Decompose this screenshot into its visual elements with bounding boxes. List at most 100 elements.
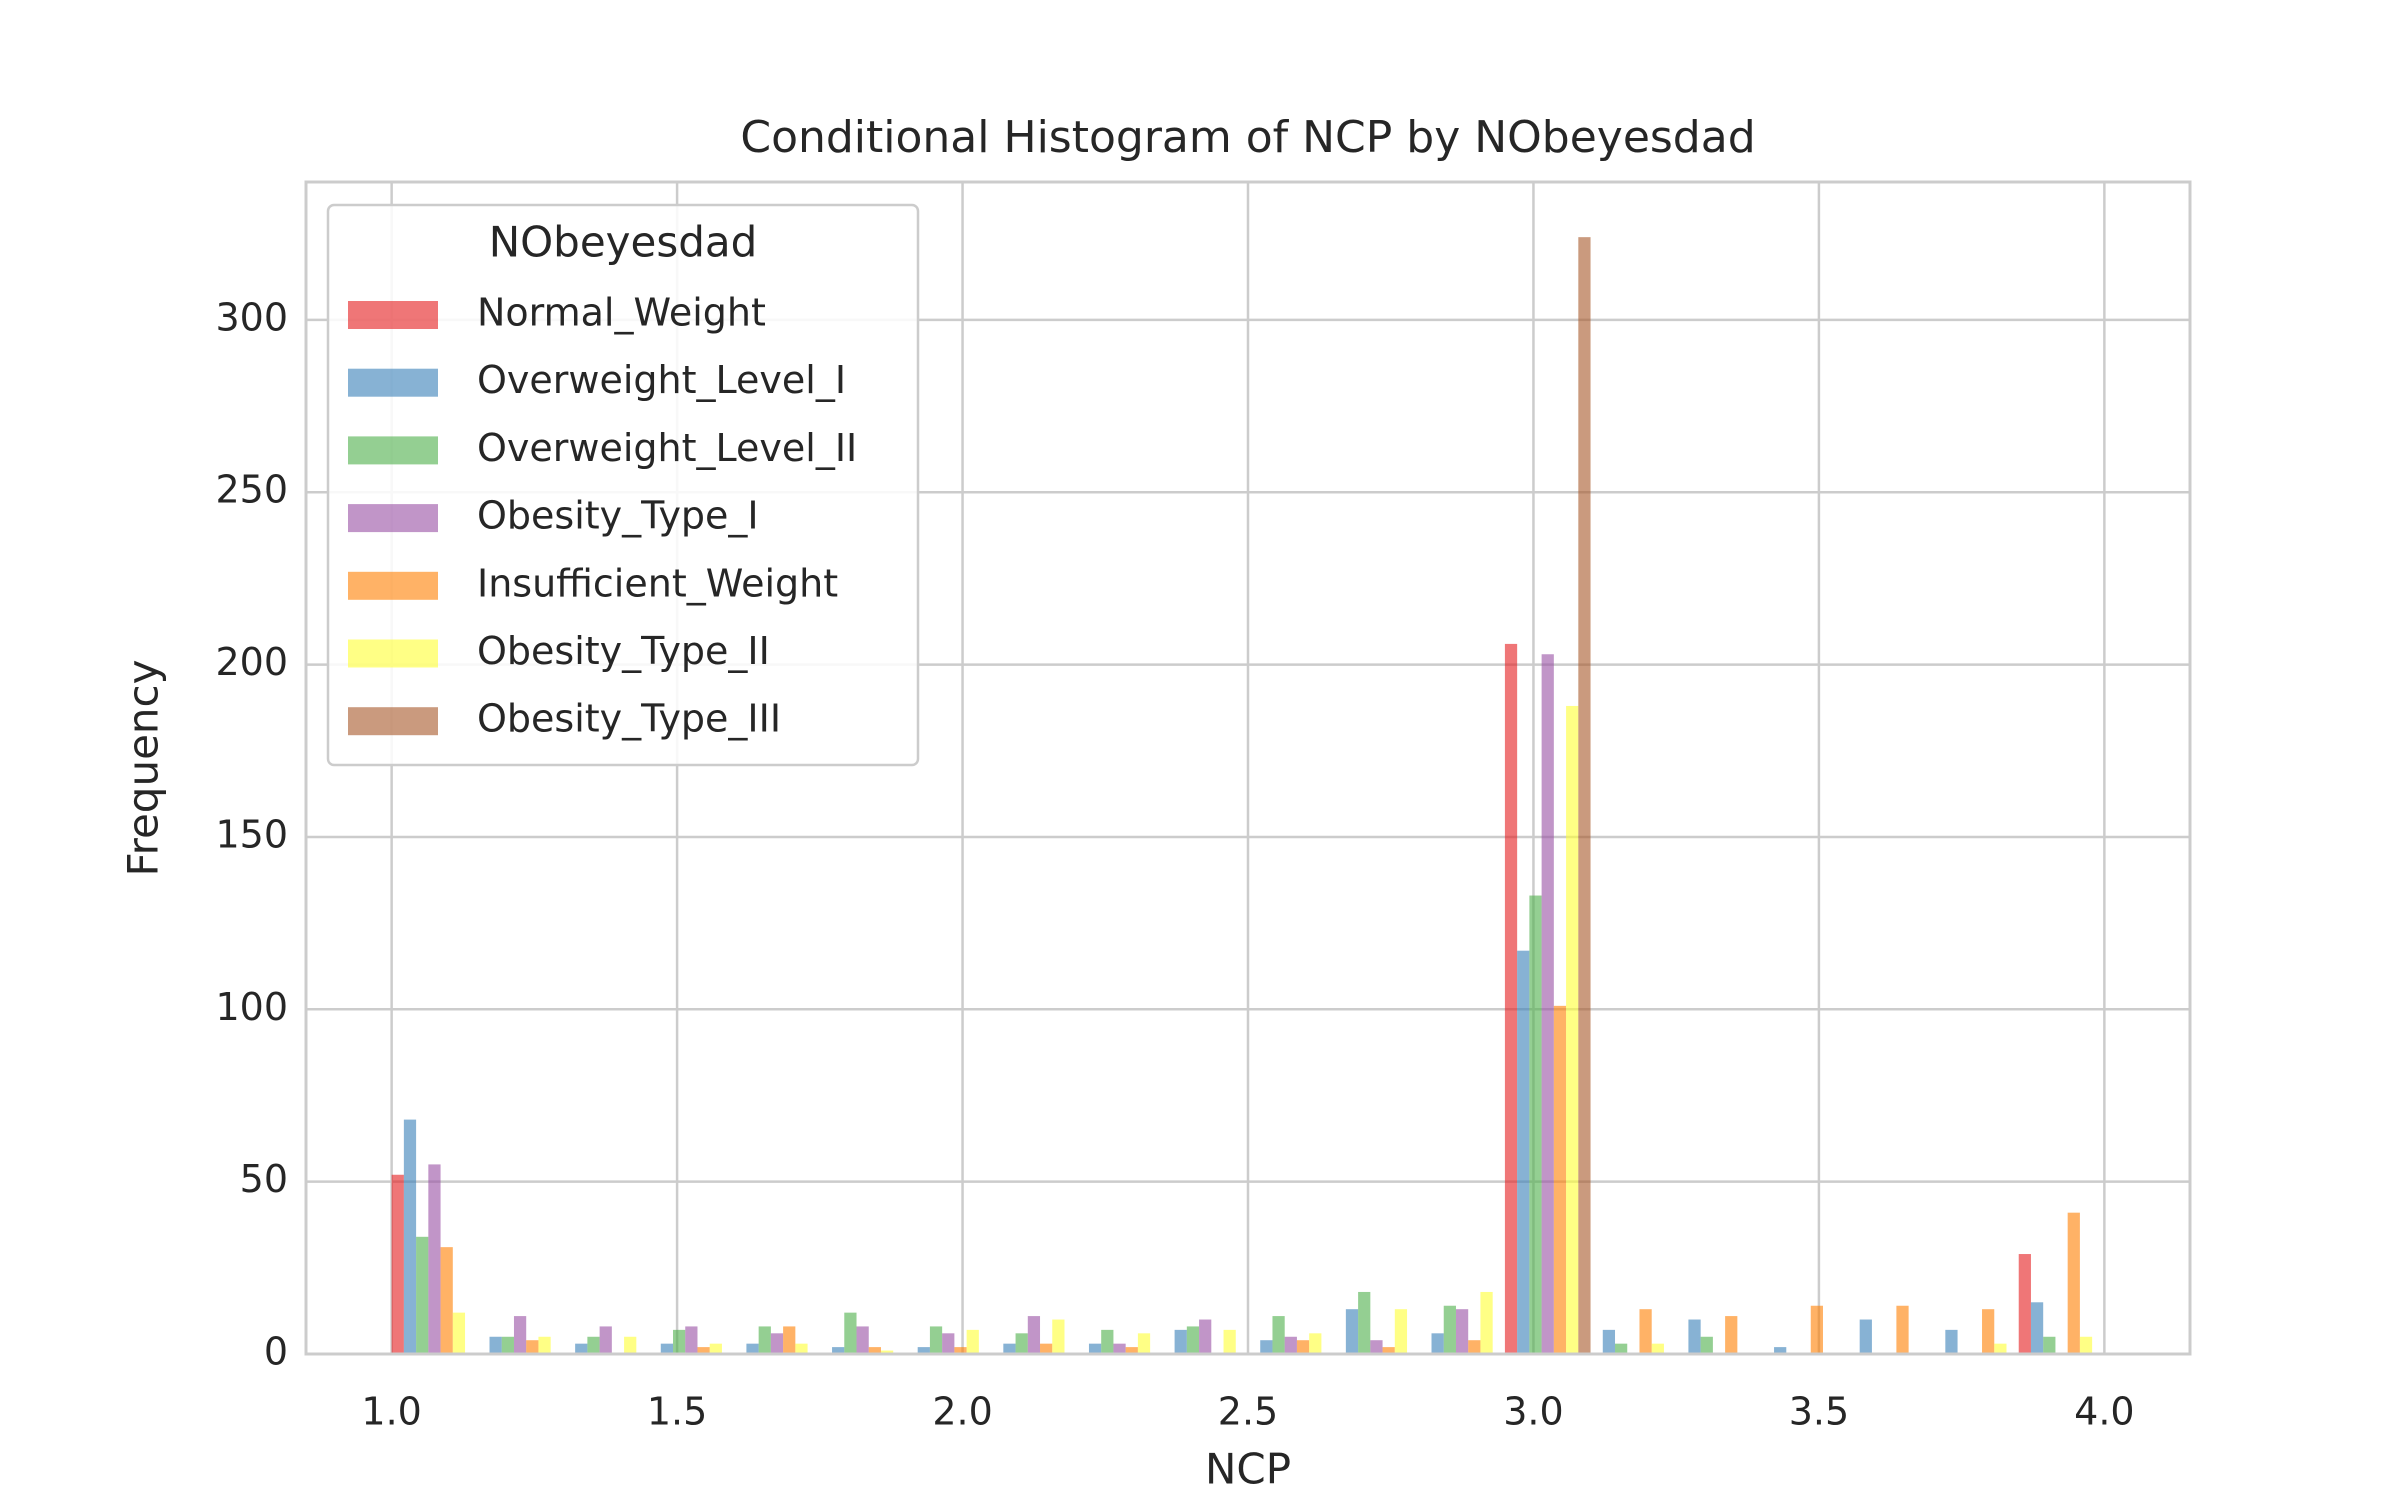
bar — [1945, 1329, 1958, 1354]
bar — [1639, 1309, 1652, 1354]
bar — [391, 1174, 404, 1354]
bar — [1125, 1347, 1138, 1354]
legend-label: Obesity_Type_II — [477, 629, 770, 673]
plot-frame — [304, 180, 2192, 1356]
legend: NObeyesdad Normal_Weight Overweight_Level_… — [326, 203, 920, 767]
y-tick-label: 0 — [264, 1330, 288, 1374]
bar — [2018, 1254, 2031, 1354]
x-tick-label: 1.5 — [647, 1390, 707, 1434]
bar — [1272, 1316, 1285, 1354]
bar — [1725, 1316, 1738, 1354]
legend-swatch — [348, 707, 438, 736]
bar — [1541, 654, 1554, 1354]
bar — [1517, 950, 1530, 1354]
bar — [1394, 1309, 1408, 1354]
bar — [2079, 1336, 2093, 1354]
legend-swatch — [348, 301, 438, 329]
bar — [513, 1316, 527, 1354]
legend-label: Overweight_Level_II — [477, 426, 857, 470]
bar — [2030, 1302, 2044, 1354]
legend-swatch — [348, 436, 438, 465]
y-tick-label: 300 — [215, 295, 288, 339]
bar — [1174, 1329, 1187, 1354]
bar — [1994, 1343, 2007, 1354]
bar — [1296, 1340, 1310, 1354]
bar — [501, 1336, 514, 1354]
bar — [709, 1343, 722, 1354]
bar — [1015, 1333, 1028, 1354]
y-tick-label: 100 — [215, 985, 288, 1029]
legend-swatch — [348, 571, 438, 600]
bar — [599, 1326, 612, 1354]
bar — [795, 1343, 808, 1354]
legend-swatch — [348, 639, 438, 668]
bar — [1443, 1305, 1456, 1354]
bar — [575, 1343, 588, 1354]
x-axis-label: NCP — [1205, 1445, 1291, 1494]
bar — [917, 1347, 930, 1354]
bar — [697, 1347, 710, 1354]
bar — [1859, 1319, 1872, 1354]
bar — [758, 1326, 771, 1354]
bar — [1529, 895, 1542, 1354]
bar — [1615, 1343, 1628, 1354]
x-tick-label: 4.0 — [2074, 1390, 2134, 1434]
bar — [783, 1326, 796, 1354]
bar — [2067, 1212, 2080, 1354]
bar — [1566, 705, 1579, 1354]
bar — [1199, 1319, 1212, 1354]
x-tick-label: 1.0 — [361, 1390, 421, 1434]
bar — [1578, 237, 1591, 1354]
bar — [2043, 1336, 2056, 1354]
bar — [1088, 1343, 1102, 1354]
bar — [1651, 1343, 1664, 1354]
legend-label: Obesity_Type_I — [477, 494, 759, 538]
bar — [1223, 1329, 1236, 1354]
bar — [1455, 1309, 1469, 1354]
bar — [685, 1326, 698, 1354]
y-tick-label: 250 — [215, 468, 288, 512]
bar — [1774, 1347, 1787, 1354]
bar — [929, 1326, 943, 1354]
bar — [1137, 1333, 1151, 1354]
bar — [440, 1247, 453, 1354]
bar — [1688, 1319, 1701, 1354]
bar — [954, 1347, 967, 1354]
bar — [1896, 1305, 1909, 1354]
legend-label: Insufficient_Weight — [477, 561, 838, 605]
x-tick-label: 3.0 — [1503, 1390, 1563, 1434]
bar — [868, 1347, 881, 1354]
bar — [452, 1312, 466, 1354]
bar — [1101, 1329, 1114, 1354]
bar — [966, 1329, 979, 1354]
y-tick-label: 50 — [240, 1157, 288, 1201]
bar — [1504, 643, 1518, 1354]
bar — [587, 1336, 600, 1354]
bar — [416, 1236, 429, 1354]
bar — [1003, 1343, 1016, 1354]
bar — [673, 1329, 686, 1354]
bar — [1480, 1291, 1493, 1354]
bar — [1358, 1291, 1371, 1354]
bar — [660, 1343, 674, 1354]
legend-swatch — [348, 368, 438, 397]
bar — [1284, 1336, 1297, 1354]
bar — [1382, 1347, 1395, 1354]
x-tick-label: 2.5 — [1218, 1390, 1278, 1434]
bar — [844, 1312, 857, 1354]
bar — [1553, 1005, 1567, 1354]
bar — [1810, 1305, 1823, 1354]
y-tick-label: 150 — [215, 812, 288, 856]
bar — [1052, 1319, 1065, 1354]
bar — [856, 1326, 869, 1354]
bar — [1260, 1340, 1273, 1354]
x-tick-label: 2.0 — [932, 1390, 992, 1434]
bar — [1186, 1326, 1200, 1354]
bar — [538, 1336, 551, 1354]
bar — [1113, 1343, 1126, 1354]
bar — [624, 1336, 637, 1354]
bar — [1370, 1340, 1383, 1354]
bar — [1027, 1316, 1041, 1354]
bar — [832, 1347, 845, 1354]
